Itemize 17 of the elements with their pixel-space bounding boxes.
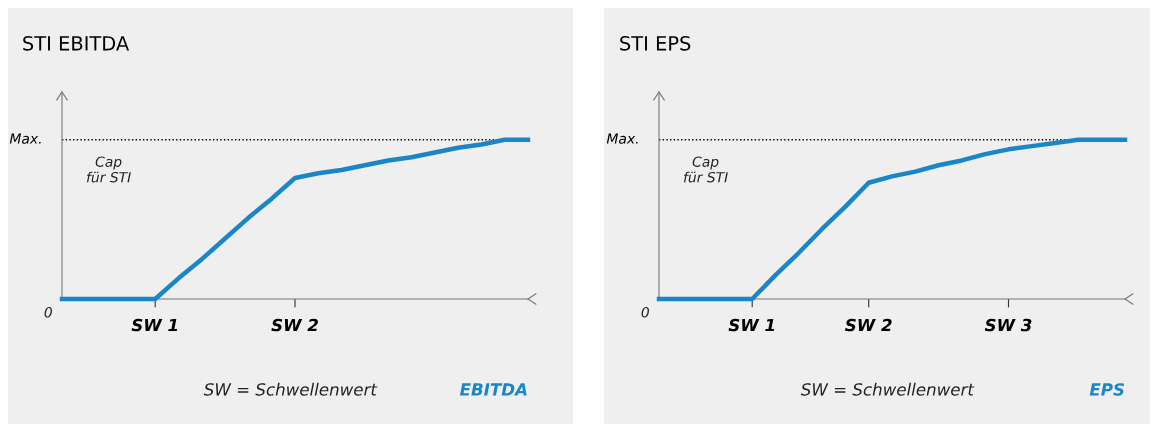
annotation: Cap für STI [86,156,131,183]
x-tick-label: SW 1 [728,318,775,332]
x-axis-title: EPS [1089,383,1125,396]
chart-title: STI EBITDA [23,35,130,51]
x-tick-label: SW 2 [845,318,892,332]
x-axis-title: EBITDA [459,383,527,396]
x-tick-label: SW 1 [131,318,178,332]
x-tick-label: SW 3 [984,318,1032,332]
x-tick-label: SW 2 [271,318,318,332]
ref-line-label: Max. [606,133,638,144]
text: SW = Schwellenwert [203,382,378,396]
text: 0 [44,307,52,318]
annotation: Cap für STI [683,156,728,183]
text: 0 [641,307,649,318]
text: SW = Schwellenwert [800,382,975,396]
ref-line-label: Max. [9,133,41,144]
chart-title: STI EPS [620,35,691,51]
